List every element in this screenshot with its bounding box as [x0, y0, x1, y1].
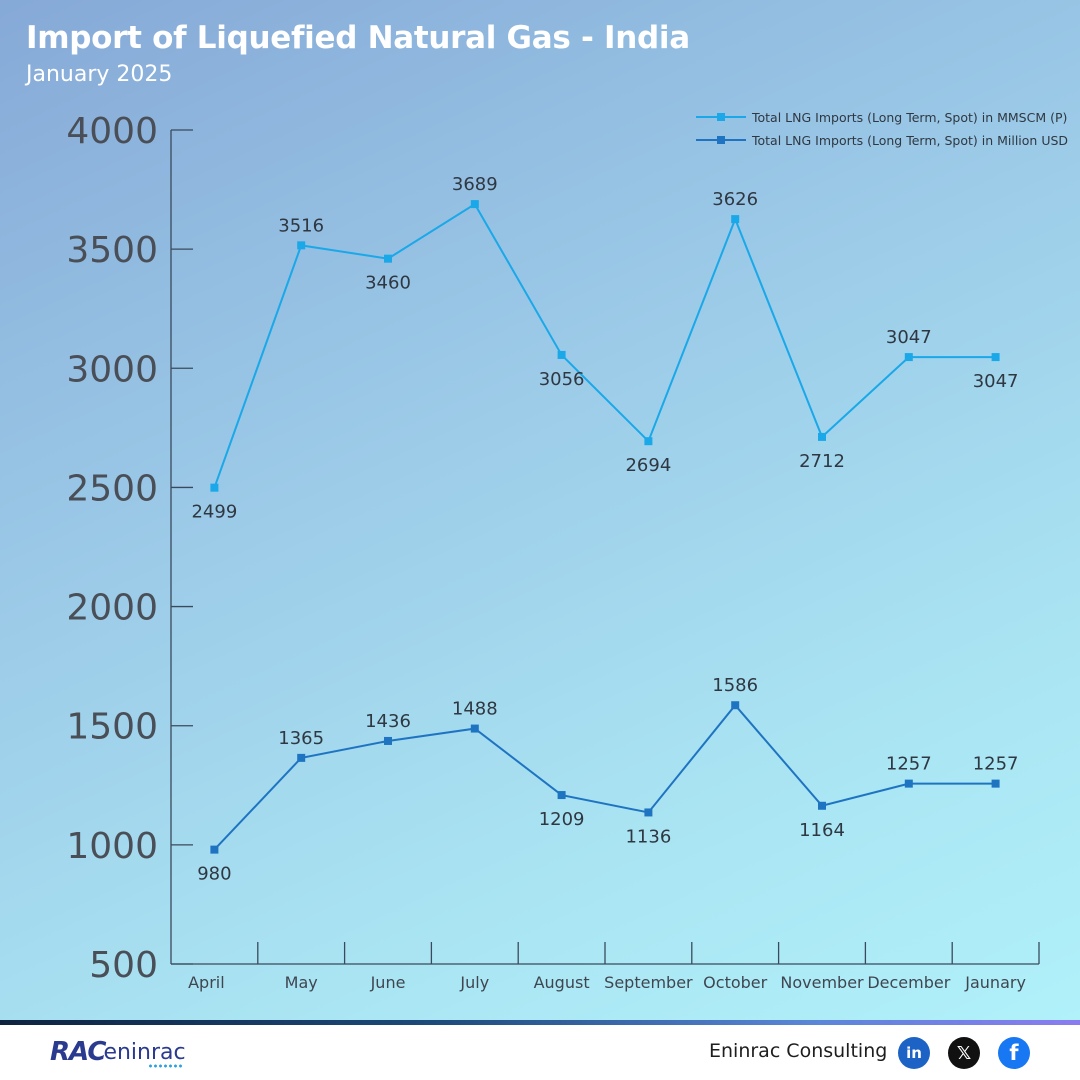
series-2-label-1: 980 — [197, 864, 231, 885]
footer: RAC eninrac Eninrac Consulting in 𝕏 f — [0, 1025, 1080, 1080]
y-tick-label-2500: 2500 — [66, 468, 158, 509]
series-1-point-7 — [731, 215, 740, 224]
series-2-point-8 — [818, 801, 826, 810]
y-tick-label-1500: 1500 — [66, 707, 158, 748]
series-1-label-3: 3460 — [365, 273, 411, 294]
x-tick-label-july: July — [459, 973, 489, 992]
series-2-point-1 — [210, 845, 219, 854]
x-tick-label-jaunary: Jaunary — [964, 973, 1026, 992]
x-tick-label-october: October — [703, 973, 767, 992]
series-2-label-8: 1164 — [799, 820, 845, 841]
y-tick-label-4000: 4000 — [66, 111, 158, 152]
legend-1-label: Total LNG Imports (Long Term, Spot) in M… — [751, 110, 1067, 125]
y-tick-label-3000: 3000 — [66, 349, 158, 390]
series-2-point-5 — [557, 791, 566, 800]
series-2-point-7 — [731, 701, 740, 710]
x-icon[interactable]: 𝕏 — [948, 1037, 980, 1069]
legend-2-marker — [717, 136, 725, 144]
legend-2-label: Total LNG Imports (Long Term, Spot) in M… — [751, 133, 1068, 148]
logo-dots-icon — [148, 1064, 182, 1068]
x-tick-label-december: December — [867, 973, 950, 992]
y-tick-label-3500: 3500 — [66, 230, 158, 271]
series-2-label-7: 1586 — [712, 675, 758, 696]
series-2-label-5: 1209 — [539, 809, 585, 830]
series-1-label-7: 3626 — [712, 189, 758, 210]
series-1-point-4 — [470, 200, 479, 209]
series-2-label-3: 1436 — [365, 711, 411, 732]
y-tick-label-500: 500 — [89, 945, 158, 986]
series-1-label-2: 3516 — [278, 215, 324, 236]
series-1-point-6 — [644, 437, 653, 446]
company-logo[interactable]: RAC eninrac — [50, 1037, 186, 1068]
series-1-label-5: 3056 — [539, 369, 585, 390]
series-1-point-2 — [297, 241, 306, 250]
line-chart: 500 1000 1500 2000 2500 3000 3500 4000 April May J… — [66, 110, 1068, 992]
series-1-point-9 — [904, 353, 913, 362]
series-2-label-2: 1365 — [278, 728, 324, 749]
series-1-point-10 — [991, 353, 1000, 362]
footer-divider — [0, 1020, 1080, 1025]
series-2-point-2 — [297, 753, 306, 762]
series-1-label-9: 3047 — [886, 327, 932, 348]
series-2-label-4: 1488 — [452, 699, 498, 720]
series-2-point-4 — [470, 724, 479, 733]
series-2-point-9 — [904, 779, 913, 788]
series-2-label-9: 1257 — [886, 754, 932, 775]
series-1-label-10: 3047 — [973, 371, 1019, 392]
series-2-point-10 — [991, 779, 1000, 788]
series-1-label-4: 3689 — [452, 174, 498, 195]
series-1-point-3 — [384, 254, 392, 263]
series-1-point-1 — [210, 483, 219, 492]
logo-text: eninrac — [103, 1039, 186, 1065]
y-tick-label-1000: 1000 — [66, 826, 158, 867]
series-1-point-8 — [818, 432, 826, 441]
series-1-label-1: 2499 — [191, 502, 237, 523]
series-2-label-10: 1257 — [973, 754, 1019, 775]
x-tick-label-november: November — [780, 973, 864, 992]
x-tick-label-may: May — [285, 973, 318, 992]
x-tick-label-april: April — [188, 973, 225, 992]
legend-1-marker — [717, 113, 725, 121]
brand-name: Eninrac Consulting — [709, 1040, 888, 1062]
logo-mark: RAC — [50, 1037, 106, 1067]
series-1-line — [213, 202, 996, 489]
series-2-label-6: 1136 — [625, 826, 671, 847]
series-2-point-3 — [384, 736, 392, 745]
y-tick-label-2000: 2000 — [66, 588, 158, 629]
linkedin-icon[interactable]: in — [898, 1037, 930, 1069]
series-2-line — [213, 703, 996, 851]
series-1-point-5 — [557, 350, 566, 359]
series-2-point-6 — [644, 808, 653, 817]
x-tick-label-june: June — [370, 973, 406, 992]
x-tick-label-august: August — [534, 973, 590, 992]
facebook-icon[interactable]: f — [998, 1037, 1030, 1069]
chart-subtitle: January 2025 — [26, 62, 173, 87]
series-1-label-8: 2712 — [799, 451, 845, 472]
chart-title: Import of Liquefied Natural Gas - India — [26, 20, 690, 56]
series-1-label-6: 2694 — [625, 455, 671, 476]
x-tick-label-september: September — [604, 973, 693, 992]
